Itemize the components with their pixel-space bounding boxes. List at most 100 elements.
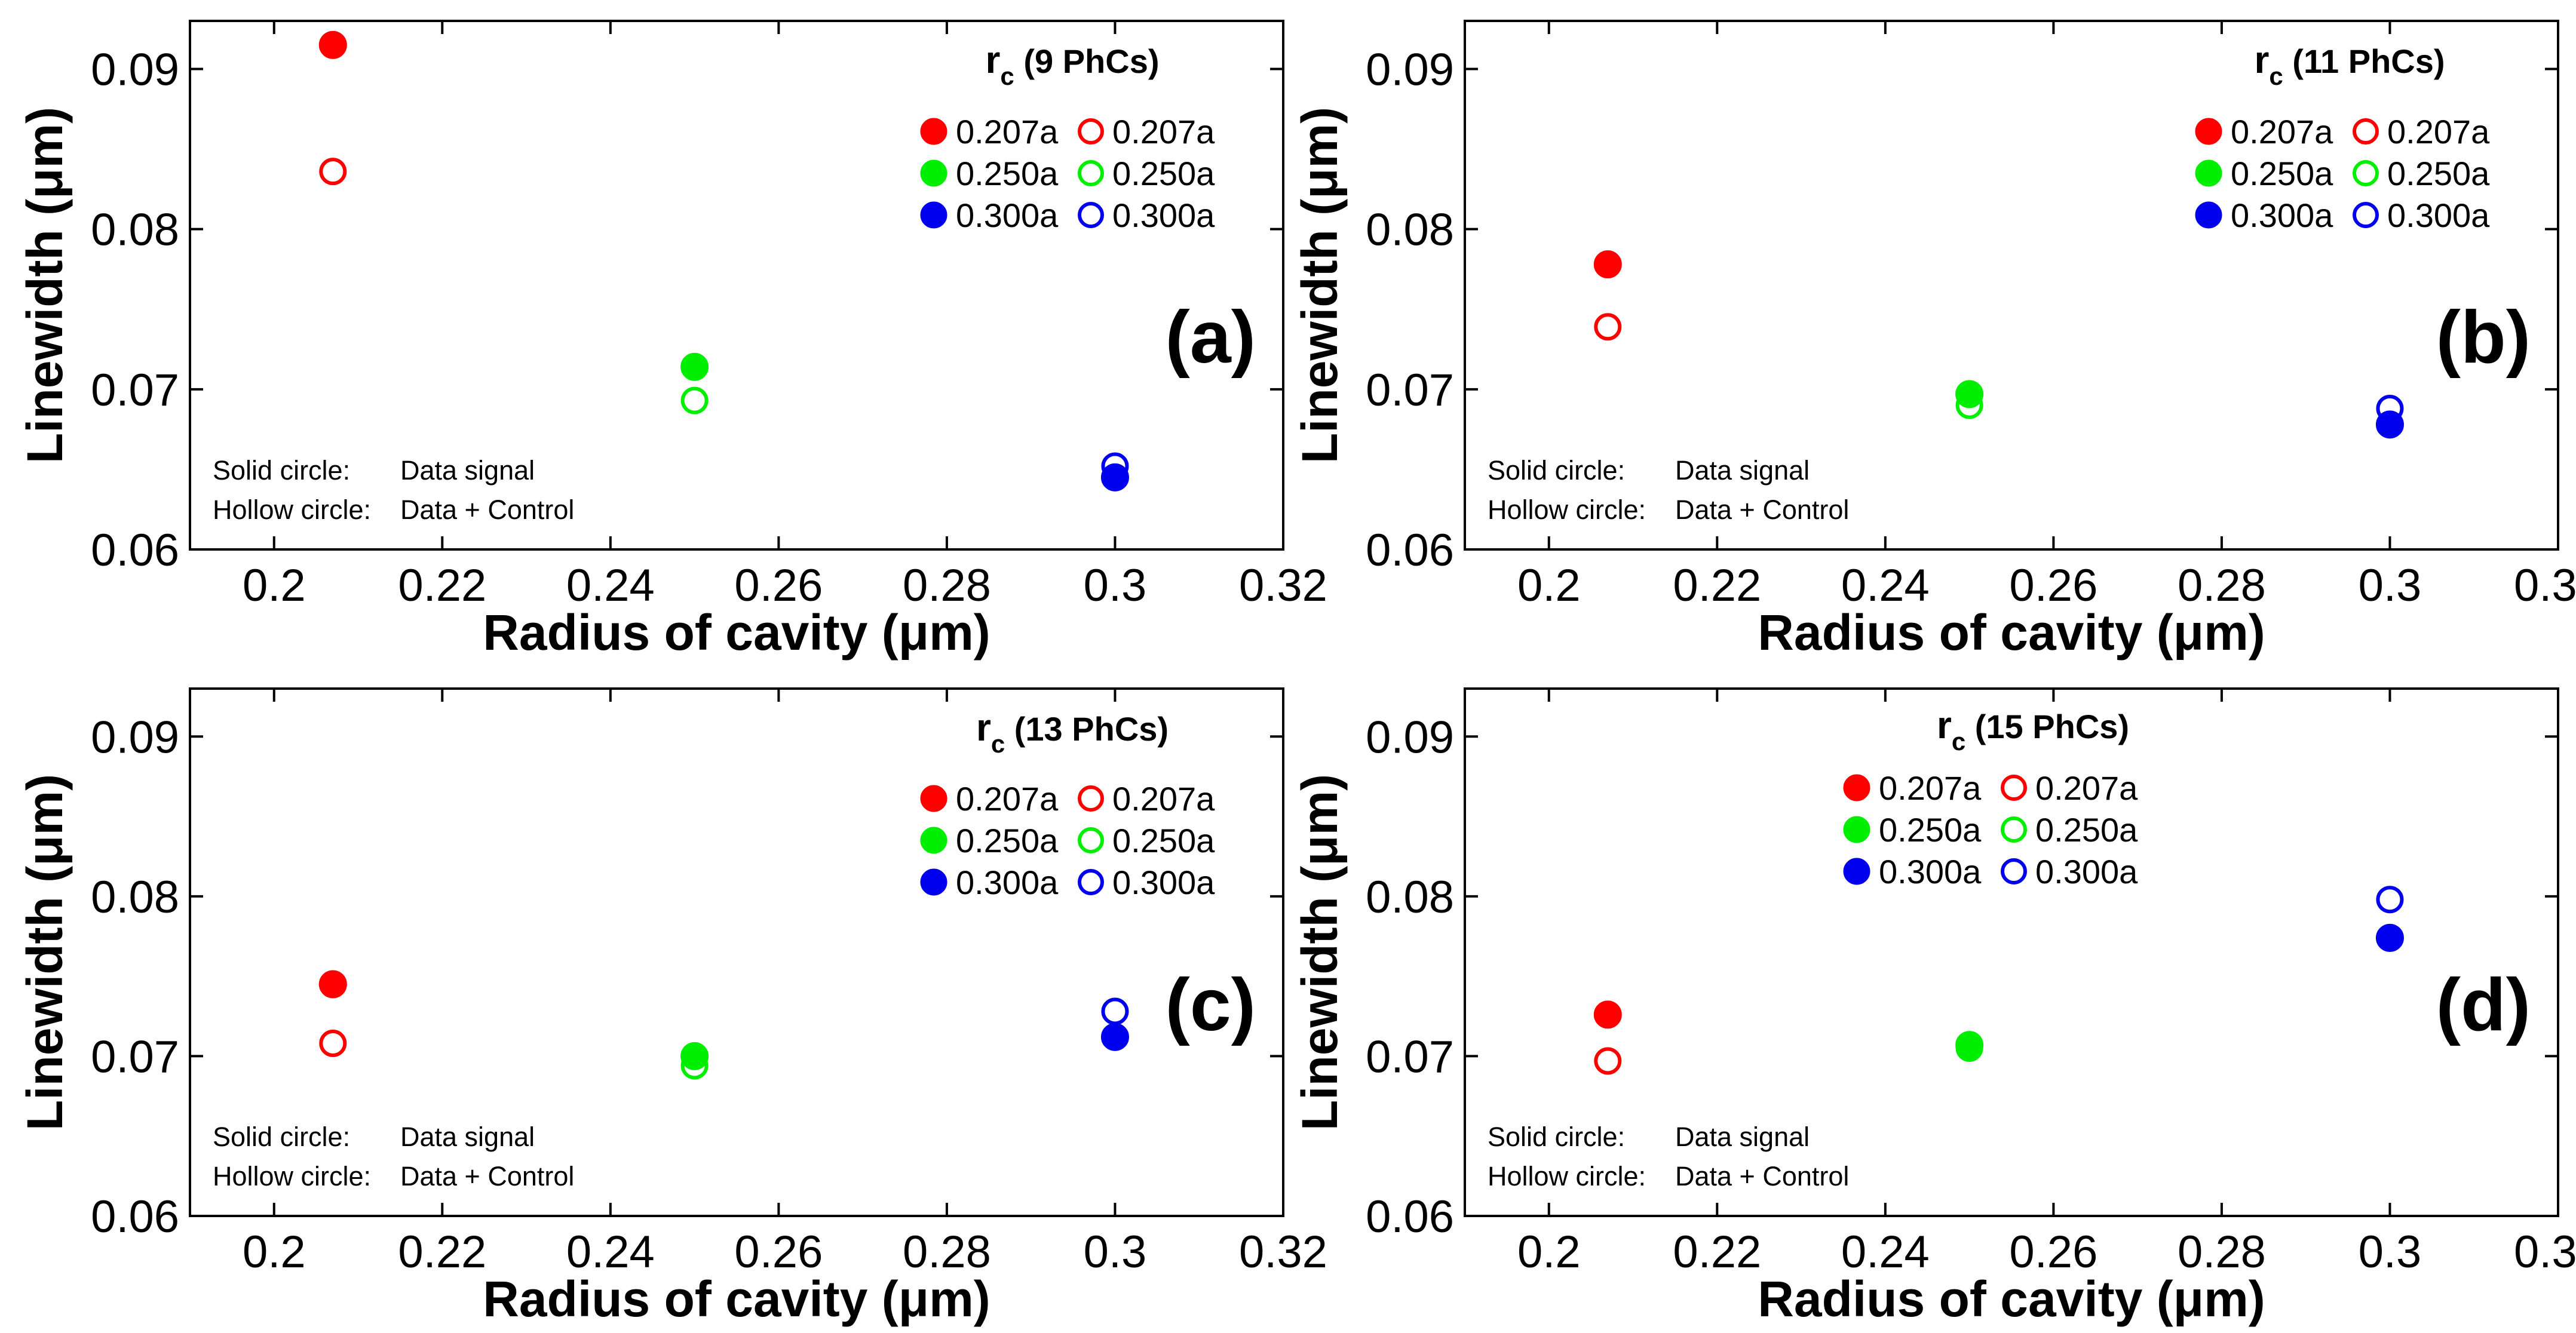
legend-label: 0.207a <box>2231 113 2333 150</box>
x-tick-label: 0.32 <box>2514 1227 2576 1277</box>
y-tick-label: 0.07 <box>1366 1031 1454 1082</box>
legend-marker-solid <box>920 827 947 854</box>
panel-label: (c) <box>1165 964 1256 1046</box>
data-point-hollow <box>680 1052 709 1080</box>
legend-marker-hollow <box>1078 118 1104 145</box>
legend-marker-solid <box>920 159 947 187</box>
x-tick-label: 0.2 <box>1517 560 1581 611</box>
legend-label: 0.250a <box>2387 155 2490 192</box>
data-point-solid <box>1100 1022 1129 1051</box>
y-axis-title: Linewidth (μm) <box>1292 774 1348 1131</box>
x-axis-title: Radius of cavity (μm) <box>1758 604 2265 661</box>
legend-label: 0.300a <box>2231 196 2333 234</box>
y-axis-title: Linewidth (μm) <box>17 107 73 463</box>
legend-title: rc (13 PhCs) <box>976 706 1169 758</box>
legend-marker-solid <box>1843 816 1870 843</box>
panel-label: (a) <box>1165 296 1256 379</box>
y-tick-label: 0.06 <box>1366 1191 1454 1242</box>
x-axis-title: Radius of cavity (μm) <box>483 604 990 661</box>
legend-label: 0.207a <box>956 113 1059 150</box>
y-axis-title: Linewidth (μm) <box>17 774 73 1131</box>
x-tick-label: 0.3 <box>1084 1227 1147 1277</box>
y-tick-label: 0.07 <box>91 1031 179 1082</box>
legend-label: 0.207a <box>1112 113 1215 150</box>
legend-marker-hollow <box>1078 827 1104 853</box>
plot-frame <box>1464 20 2559 551</box>
note-key: Hollow circle: <box>1488 1161 1646 1191</box>
data-point-hollow <box>1101 997 1129 1025</box>
legend-label: 0.250a <box>2231 155 2333 192</box>
legend: rc (11 PhCs) 0.207a 0.207a 0.250a 0.250a 0.30… <box>2195 38 2490 234</box>
x-tick-label: 0.22 <box>398 1227 486 1277</box>
legend-label: 0.300a <box>1879 853 1982 890</box>
legend-label: 0.207a <box>2035 769 2138 807</box>
note-value: Data + Control <box>1675 1161 1849 1191</box>
panel-3: 0.2 0.22 0.24 0.26 0.28 0.3 0.32 0.06 0.07 0.08 0.… <box>17 687 1327 1327</box>
data-point-hollow <box>319 1030 347 1058</box>
legend-label: 0.300a <box>956 864 1059 901</box>
data-point-solid <box>318 970 347 999</box>
y-tick-label: 0.09 <box>91 44 179 95</box>
y-tick-label: 0.08 <box>91 205 179 256</box>
note-key: Solid circle: <box>213 455 350 486</box>
plot-frame <box>189 687 1284 1217</box>
x-tick-label: 0.24 <box>566 560 655 611</box>
x-tick-label: 0.2 <box>1517 1227 1581 1277</box>
legend-label: 0.300a <box>956 196 1059 234</box>
legend-marker-solid <box>920 201 947 229</box>
data-point-solid <box>680 1042 709 1070</box>
note-value: Data signal <box>400 455 535 486</box>
plot-frame <box>1464 687 2559 1217</box>
legend-marker-solid <box>920 868 947 896</box>
x-tick-label: 0.32 <box>1239 560 1327 611</box>
data-point-hollow <box>319 158 347 186</box>
x-tick-label: 0.26 <box>734 560 823 611</box>
note-value: Data + Control <box>400 494 574 525</box>
legend-label: 0.250a <box>956 822 1059 859</box>
x-tick-label: 0.26 <box>734 1227 823 1277</box>
legend-label: 0.250a <box>1112 155 1215 192</box>
x-tick-label: 0.24 <box>1841 1227 1930 1277</box>
legend-label: 0.300a <box>2387 196 2490 234</box>
legend-marker-hollow <box>1078 202 1104 228</box>
data-point-hollow <box>1955 391 1983 419</box>
data-point-hollow <box>1594 1047 1622 1075</box>
x-tick-label: 0.26 <box>2009 560 2097 611</box>
legend-marker-solid <box>1843 858 1870 885</box>
legend: rc (15 PhCs) 0.207a 0.207a 0.250a 0.250a 0.30… <box>1843 704 2138 890</box>
note-value: Data signal <box>1675 1122 1810 1152</box>
legend-title: rc (9 PhCs) <box>986 38 1160 90</box>
note-key: Solid circle: <box>213 1122 350 1152</box>
legend-marker-solid <box>2195 159 2222 187</box>
legend-label: 0.300a <box>2035 853 2138 890</box>
legend: rc (13 PhCs) 0.207a 0.207a 0.250a 0.250a 0.30… <box>920 706 1215 901</box>
note-key: Hollow circle: <box>213 494 371 525</box>
data-point-hollow <box>2376 395 2404 422</box>
data-point-hollow <box>1955 1034 1983 1062</box>
panel-1: 0.2 0.22 0.24 0.26 0.28 0.3 0.32 0.06 0.07 0.08 0.… <box>17 20 1327 661</box>
legend-label: 0.300a <box>1112 864 1215 901</box>
x-tick-label: 0.22 <box>398 560 486 611</box>
legend-marker-hollow <box>2001 816 2027 843</box>
x-tick-label: 0.24 <box>566 1227 655 1277</box>
y-tick-label: 0.08 <box>1366 205 1454 256</box>
legend-marker-hollow <box>2353 118 2379 145</box>
note-value: Data signal <box>1675 455 1810 486</box>
note-key: Solid circle: <box>1488 455 1625 486</box>
x-axis-title: Radius of cavity (μm) <box>1758 1271 2265 1327</box>
y-tick-label: 0.07 <box>91 365 179 416</box>
legend-marker-solid <box>2195 118 2222 145</box>
x-tick-label: 0.22 <box>1673 560 1761 611</box>
y-axis-title: Linewidth (μm) <box>1292 107 1348 463</box>
x-tick-label: 0.3 <box>2359 560 2422 611</box>
legend-marker-hollow <box>2001 858 2027 884</box>
data-point-hollow <box>2376 886 2404 914</box>
legend-marker-solid <box>1843 774 1870 801</box>
x-tick-label: 0.28 <box>903 560 991 611</box>
note-key: Hollow circle: <box>1488 494 1646 525</box>
legend-marker-hollow <box>2353 202 2379 228</box>
note-value: Data + Control <box>1675 494 1849 525</box>
data-point-solid <box>680 352 709 381</box>
data-point-hollow <box>680 386 709 414</box>
